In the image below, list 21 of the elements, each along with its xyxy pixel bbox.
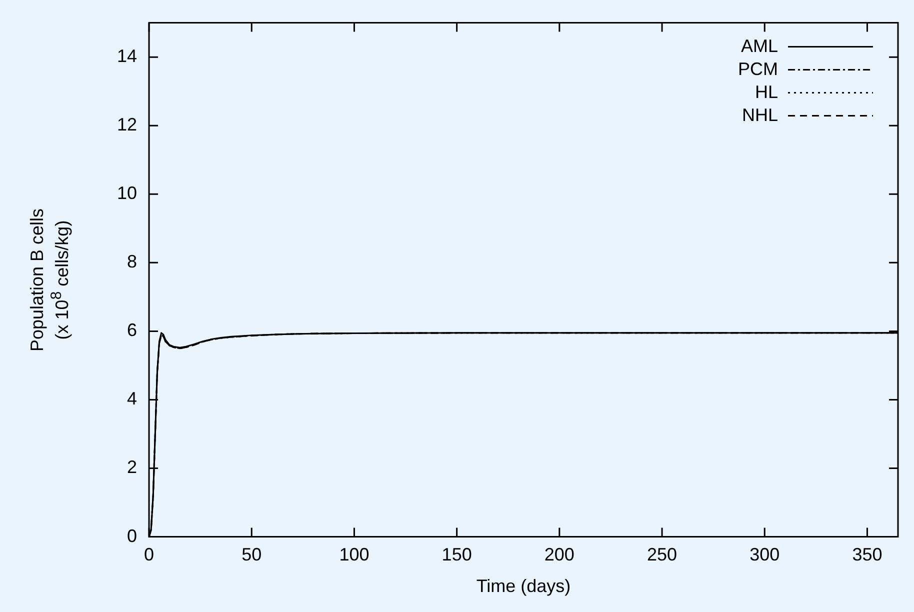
y-tick-label: 6 — [127, 320, 138, 340]
legend-label: NHL — [742, 104, 778, 125]
x-tick-label: 300 — [750, 544, 780, 565]
y-tick-label: 14 — [116, 46, 138, 66]
legend-label: PCM — [738, 58, 778, 79]
x-tick-label: 100 — [339, 544, 370, 565]
y-tick-label: 0 — [127, 526, 138, 546]
y-tick-label: 8 — [127, 252, 138, 272]
x-tick-label: 200 — [544, 544, 574, 565]
x-tick-label: 0 — [144, 544, 154, 565]
x-tick-label: 250 — [646, 544, 678, 565]
x-tick-label: 150 — [442, 544, 472, 565]
y-tick-label: 2 — [127, 457, 138, 478]
y-tick-label: 12 — [116, 114, 138, 135]
legend-label: AML — [740, 36, 778, 56]
x-tick-label: 350 — [852, 544, 882, 565]
y-tick-label: 10 — [116, 183, 138, 204]
legend-label: HL — [754, 82, 778, 102]
x-axis-title: Time (days) — [476, 576, 571, 596]
x-tick-label: 50 — [242, 544, 262, 565]
y-tick-label: 4 — [127, 388, 138, 409]
